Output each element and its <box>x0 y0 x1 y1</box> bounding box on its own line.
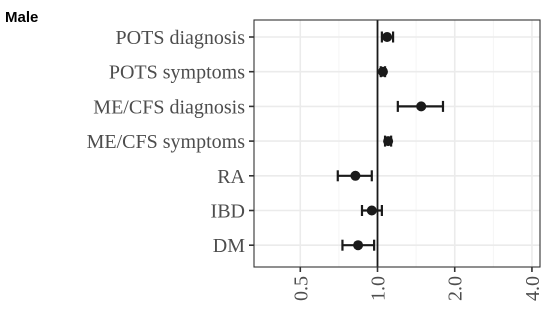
estimate-1 <box>380 31 395 43</box>
point-estimate <box>377 66 388 77</box>
y-tick-label: POTS symptoms <box>109 62 245 84</box>
y-tick-label: IBD <box>211 201 245 223</box>
point-estimate <box>382 32 393 42</box>
y-tick-label: ME/CFS symptoms <box>87 131 246 153</box>
estimate-7 <box>341 239 376 251</box>
point-estimate <box>366 205 377 216</box>
y-axis: POTS diagnosis POTS symptoms ME/CFS diagno… <box>87 27 254 257</box>
estimate-5 <box>336 170 373 182</box>
y-tick-label: RA <box>217 166 245 188</box>
y-tick-label: DM <box>213 235 245 257</box>
x-tick-label: 4.0 <box>522 276 541 301</box>
estimate-4 <box>383 135 394 147</box>
grid <box>254 20 540 267</box>
estimate-3 <box>396 100 445 112</box>
panel-title: Male <box>5 9 38 26</box>
point-estimate <box>416 101 427 112</box>
panel-border <box>253 19 541 268</box>
estimate-2 <box>377 66 388 78</box>
x-tick-label: 0.5 <box>290 276 312 301</box>
point-estimate <box>353 240 364 251</box>
x-axis: 0.5 1.0 2.0 4.0 <box>290 267 541 301</box>
y-tick-label: ME/CFS diagnosis <box>93 96 245 118</box>
data-marks <box>336 31 445 251</box>
y-tick-label: POTS diagnosis <box>116 27 246 49</box>
point-estimate <box>350 170 361 181</box>
x-tick-label: 2.0 <box>445 276 467 301</box>
point-estimate <box>383 136 394 147</box>
estimate-6 <box>360 205 383 216</box>
x-tick-label: 1.0 <box>368 276 390 301</box>
